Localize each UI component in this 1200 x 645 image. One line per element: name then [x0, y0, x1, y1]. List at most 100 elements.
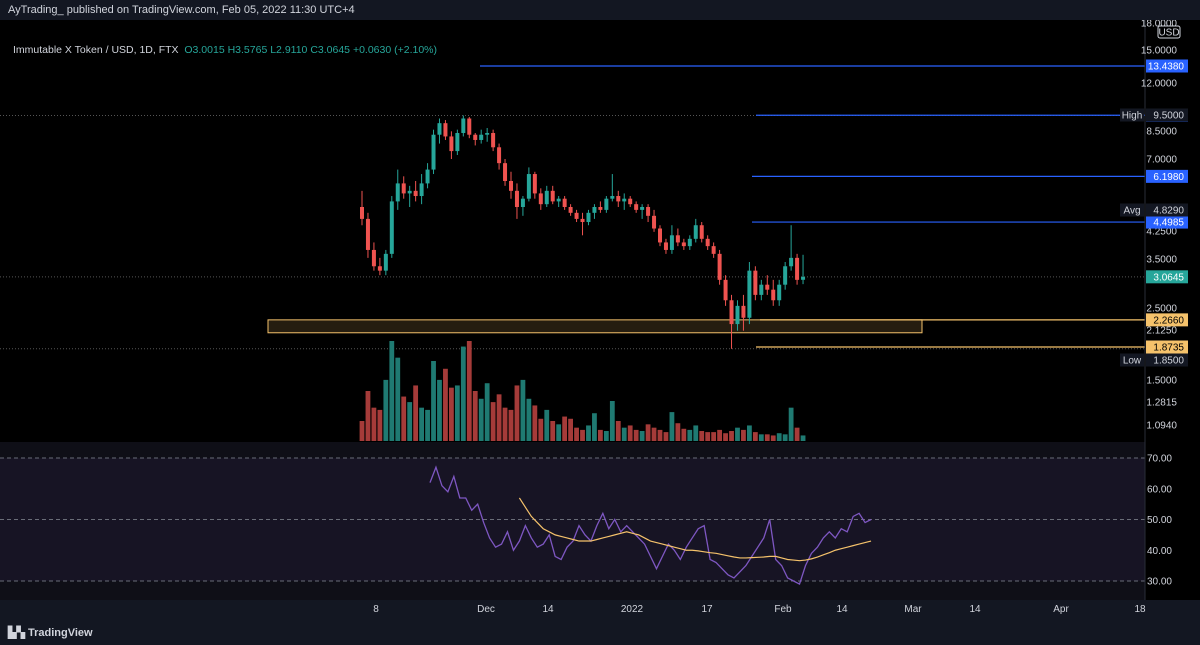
level-tag-bg — [1146, 169, 1188, 183]
marker-label-bg — [1120, 353, 1144, 367]
candle-body — [395, 183, 400, 202]
volume-bar — [478, 398, 484, 441]
candle-body — [371, 249, 376, 267]
candle-body — [592, 207, 597, 213]
candle-body — [634, 204, 639, 210]
candle-body — [413, 190, 418, 197]
candle-body — [538, 193, 543, 205]
volume-bar — [383, 379, 389, 441]
price-tick-label: 1.2815 — [1146, 398, 1177, 409]
candle-body — [604, 198, 609, 210]
time-tick-label: Apr — [1053, 604, 1069, 615]
volume-bar — [776, 433, 782, 441]
volume-bar — [687, 429, 693, 441]
volume-bar — [598, 429, 603, 441]
volume-bar — [705, 432, 711, 441]
volume-bar — [371, 407, 377, 441]
volume-bar — [538, 418, 544, 441]
time-tick-label: Mar — [904, 604, 922, 615]
marker-label: High — [1122, 111, 1143, 122]
level-tag-bg — [1146, 340, 1188, 354]
volume-bar — [657, 429, 663, 441]
candle-body — [485, 133, 490, 135]
candle-body — [526, 174, 531, 199]
volume-bar — [437, 379, 442, 441]
time-tick-label: 14 — [836, 604, 848, 615]
marker-value: 4.8290 — [1153, 206, 1184, 217]
candle-body — [586, 212, 591, 223]
level-tag: 2.2660 — [1153, 315, 1184, 326]
volume-bar — [407, 402, 413, 441]
volume-bar — [508, 409, 514, 441]
volume-bar — [490, 402, 496, 441]
horizontal-levels — [480, 65, 1145, 348]
chart-area[interactable]: USD 18.0000 15.0000 12.0000 8.5000 7.0000 4.25… — [0, 20, 1200, 620]
candle-body — [479, 134, 484, 140]
rsi-tick-label: 40.00 — [1147, 546, 1172, 557]
ohlc-close: C3.0645 — [310, 44, 351, 56]
rsi-tick-label: 70.00 — [1147, 454, 1172, 465]
time-axis: 8 Dec 14 2022 17 Feb 14 Mar 14 Apr 18 — [0, 600, 1200, 620]
symbol-name: Immutable X Token / USD, 1D, FTX — [13, 44, 179, 56]
candle-body — [425, 169, 430, 184]
price-tick-label: 2.5000 — [1146, 304, 1177, 315]
volume-bar — [609, 401, 615, 441]
volume-bar — [532, 405, 538, 441]
tradingview-logo-icon: ▙▚ — [8, 627, 25, 639]
volume-bar — [574, 427, 579, 441]
marker-value: 9.5000 — [1153, 111, 1184, 122]
volume-bar — [514, 385, 520, 441]
candle-body — [681, 242, 686, 247]
candle-body — [532, 174, 537, 194]
volume-bar — [603, 431, 609, 441]
volume-bar — [425, 409, 430, 441]
last-price-tag-bg — [1146, 270, 1188, 284]
tradingview-logo-text: TradingView — [27, 627, 93, 639]
volume-bar — [723, 433, 728, 441]
volume-bar — [651, 427, 657, 441]
volume-bar — [711, 432, 717, 441]
rsi-tick-label: 50.00 — [1147, 515, 1172, 526]
price-tick-label: 12.0000 — [1141, 79, 1178, 90]
candle-body — [520, 198, 525, 208]
volume-bar — [377, 409, 383, 441]
publish-header: AyTrading_ published on TradingView.com,… — [0, 0, 1200, 20]
candle-body — [443, 123, 448, 137]
candle-body — [461, 118, 466, 134]
candle-body — [514, 190, 519, 208]
candle-body — [640, 207, 645, 210]
candle-body — [574, 212, 579, 219]
candle-body — [628, 198, 633, 205]
candle-body — [503, 163, 508, 181]
time-tick-label: 17 — [701, 604, 713, 615]
candle-body — [473, 134, 478, 140]
candle-body — [455, 133, 460, 152]
volume-bar — [758, 434, 764, 441]
volume-bar — [460, 346, 466, 441]
candle-body — [622, 198, 627, 202]
volume-bar — [586, 425, 591, 441]
volume-bar — [365, 391, 371, 441]
price-tick-label: 8.5000 — [1146, 127, 1177, 138]
marker-value-bg — [1146, 203, 1188, 217]
candle-body — [646, 207, 651, 216]
candle-body — [544, 190, 549, 205]
last-price-tag: 3.0645 — [1153, 272, 1184, 283]
support-zone-rect — [267, 319, 923, 334]
price-tick-label: 7.0000 — [1146, 155, 1177, 166]
volume-bar — [556, 424, 562, 441]
volume-bar — [681, 428, 687, 441]
volume-bar — [729, 431, 734, 441]
rsi-tick-label: 30.00 — [1147, 577, 1172, 588]
tradingview-logo[interactable]: ▙▚ TradingView — [8, 626, 93, 639]
candle-body — [652, 215, 657, 229]
candle-body — [550, 190, 555, 202]
candle-body — [717, 253, 722, 280]
candle-body — [431, 134, 436, 170]
time-tick-label: 8 — [373, 604, 379, 615]
candle-body — [598, 207, 603, 210]
volume-bar — [431, 361, 436, 441]
volume-bar — [466, 341, 472, 441]
volume-bar — [633, 429, 639, 441]
